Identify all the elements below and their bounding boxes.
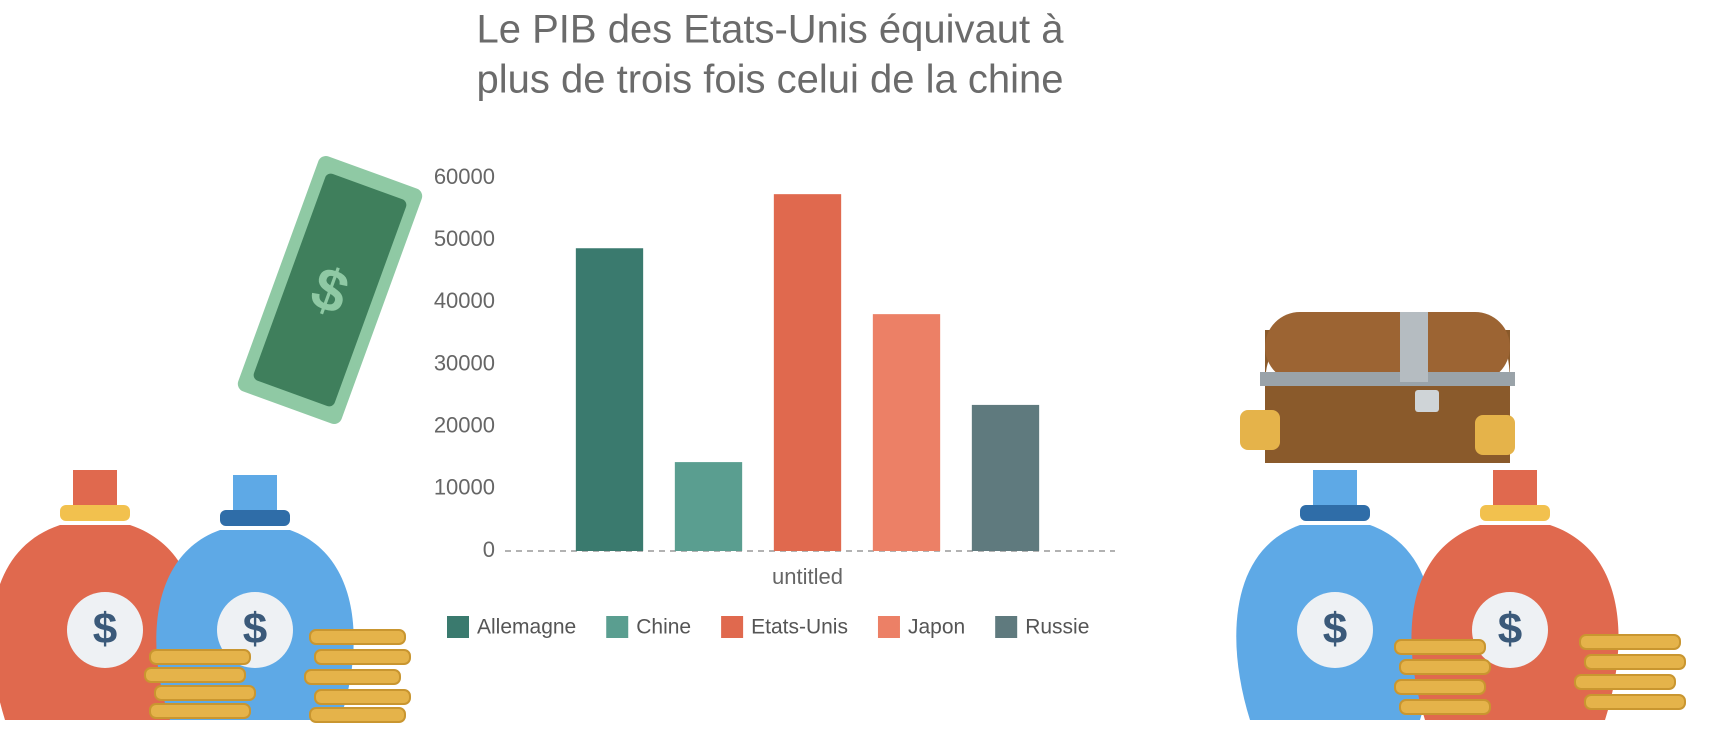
- legend-swatch: [606, 616, 629, 638]
- svg-text:$: $: [1498, 605, 1522, 654]
- legend-swatch: [877, 616, 900, 638]
- bar: [971, 404, 1040, 551]
- y-tick-label: 30000: [434, 350, 495, 375]
- legend-label: Etats-Unis: [751, 616, 848, 639]
- y-tick-label: 60000: [434, 164, 495, 189]
- legend-label: Russie: [1025, 616, 1089, 639]
- bar: [575, 248, 644, 551]
- decorations: $ $ $: [0, 155, 1686, 723]
- bar: [674, 462, 743, 551]
- bar: [872, 314, 941, 551]
- y-tick-label: 10000: [434, 475, 495, 500]
- legend-swatch: [995, 616, 1018, 638]
- y-tick-label: 0: [483, 537, 495, 562]
- chart-title: plus de trois fois celui de la chine: [477, 58, 1064, 102]
- svg-text:$: $: [1323, 605, 1347, 654]
- legend-label: Chine: [636, 616, 691, 639]
- y-tick-label: 20000: [434, 412, 495, 437]
- legend-swatch: [721, 616, 744, 638]
- bar: [773, 194, 842, 551]
- svg-text:$: $: [93, 605, 117, 654]
- y-tick-label: 40000: [434, 288, 495, 313]
- legend-label: Allemagne: [477, 616, 576, 639]
- y-tick-label: 50000: [434, 226, 495, 251]
- svg-text:$: $: [243, 605, 267, 654]
- x-tick-label: untitled: [772, 564, 843, 589]
- legend-swatch: [447, 616, 469, 638]
- legend-label: Japon: [908, 616, 965, 639]
- chart-title: Le PIB des Etats-Unis équivaut à: [477, 8, 1065, 52]
